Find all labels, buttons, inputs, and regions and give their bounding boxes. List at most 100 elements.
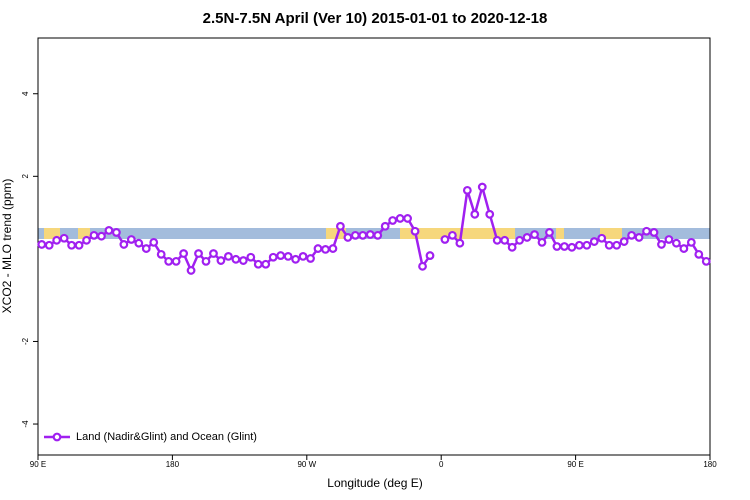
data-point bbox=[537, 237, 547, 247]
data-point bbox=[74, 240, 84, 250]
data-point bbox=[664, 235, 674, 244]
data-point bbox=[156, 249, 166, 259]
data-point bbox=[209, 249, 218, 258]
data-point bbox=[365, 230, 375, 239]
data-point bbox=[597, 233, 607, 243]
data-point bbox=[306, 254, 315, 263]
data-point bbox=[477, 182, 487, 192]
data-point bbox=[313, 244, 323, 253]
data-point bbox=[343, 233, 353, 242]
data-point bbox=[552, 242, 562, 251]
data-point bbox=[515, 235, 524, 245]
data-point bbox=[82, 235, 91, 245]
chart-title: 2.5N-7.5N April (Ver 10) 2015-01-01 to 2… bbox=[203, 10, 548, 27]
data-point bbox=[179, 249, 189, 258]
data-point bbox=[231, 254, 241, 264]
land-band bbox=[600, 228, 622, 239]
data-point bbox=[395, 214, 405, 223]
x-tick-label: 0 bbox=[439, 460, 444, 469]
data-point bbox=[104, 225, 114, 235]
x-axis-label: Longitude (deg E) bbox=[327, 476, 422, 490]
data-point bbox=[642, 226, 651, 236]
data-point bbox=[619, 237, 629, 246]
data-point bbox=[627, 230, 636, 240]
data-point bbox=[694, 249, 704, 259]
legend-marker bbox=[52, 432, 62, 442]
data-point bbox=[119, 240, 129, 249]
data-point bbox=[649, 228, 659, 237]
data-point bbox=[492, 235, 502, 245]
x-tick-label: 90 E bbox=[567, 460, 583, 469]
data-point bbox=[223, 252, 233, 261]
data-point bbox=[380, 221, 390, 231]
data-point bbox=[97, 231, 106, 241]
land-band bbox=[400, 228, 515, 239]
data-point bbox=[216, 256, 226, 265]
data-point bbox=[507, 242, 517, 252]
x-tick-label: 180 bbox=[703, 460, 717, 469]
data-point bbox=[560, 242, 569, 251]
x-tick-label: 90 W bbox=[297, 460, 316, 469]
data-point bbox=[462, 185, 472, 195]
y-tick-label: 2 bbox=[21, 174, 30, 179]
legend-label: Land (Nadir&Glint) and Ocean (Glint) bbox=[76, 431, 257, 443]
data-point bbox=[522, 233, 532, 242]
data-point bbox=[44, 240, 54, 250]
data-point bbox=[37, 240, 47, 249]
data-point bbox=[612, 240, 622, 250]
land-band bbox=[556, 228, 564, 239]
data-point bbox=[89, 230, 99, 240]
data-point bbox=[291, 254, 301, 264]
data-point bbox=[574, 240, 584, 250]
data-point bbox=[261, 259, 271, 269]
data-point bbox=[448, 230, 457, 240]
data-point bbox=[298, 252, 308, 261]
data-point bbox=[276, 251, 286, 260]
data-point bbox=[686, 237, 696, 247]
data-point bbox=[358, 230, 368, 240]
data-point bbox=[403, 214, 413, 223]
data-point bbox=[194, 249, 203, 258]
land-band bbox=[326, 228, 346, 239]
data-point bbox=[530, 230, 539, 239]
land-band bbox=[78, 228, 90, 239]
data-point bbox=[59, 233, 69, 243]
y-tick-label: 4 bbox=[21, 91, 30, 96]
land-band bbox=[44, 228, 60, 239]
data-point bbox=[336, 221, 345, 231]
data-point bbox=[201, 256, 211, 266]
data-point bbox=[500, 235, 510, 245]
data-point bbox=[455, 238, 465, 248]
x-tick-label: 180 bbox=[166, 460, 180, 469]
data-point bbox=[246, 252, 256, 262]
data-point bbox=[111, 228, 121, 237]
data-point bbox=[283, 252, 293, 261]
data-point bbox=[410, 226, 420, 236]
data-point bbox=[268, 252, 278, 262]
data-point bbox=[149, 237, 159, 247]
data-point bbox=[425, 251, 435, 260]
data-point bbox=[657, 240, 666, 249]
x-tick-label: 90 E bbox=[30, 460, 46, 469]
data-point bbox=[589, 237, 599, 246]
data-point bbox=[679, 244, 689, 253]
data-point bbox=[126, 235, 136, 244]
data-point bbox=[634, 233, 644, 242]
data-point bbox=[672, 238, 681, 248]
y-axis-label: XCO2 - MLO trend (ppm) bbox=[0, 179, 14, 314]
data-point bbox=[418, 261, 427, 271]
y-tick-label: -2 bbox=[21, 337, 30, 345]
data-point bbox=[388, 216, 398, 225]
data-point bbox=[253, 259, 263, 269]
data-point bbox=[141, 244, 151, 253]
data-point bbox=[186, 266, 196, 275]
data-point bbox=[164, 256, 174, 266]
data-point bbox=[604, 240, 614, 250]
y-tick-label: -4 bbox=[21, 420, 30, 428]
data-point bbox=[582, 240, 592, 250]
data-point bbox=[485, 209, 495, 219]
data-point bbox=[350, 230, 360, 240]
data-point bbox=[373, 230, 383, 240]
data-point bbox=[171, 256, 181, 266]
